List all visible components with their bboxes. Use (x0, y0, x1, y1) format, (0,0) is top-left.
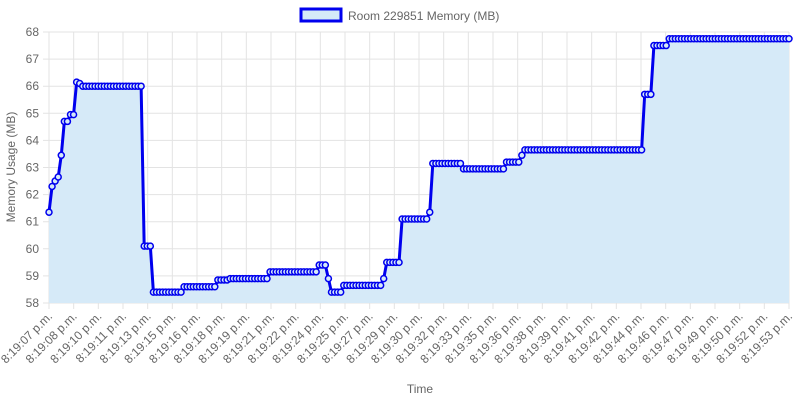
y-tick-label: 58 (26, 296, 40, 310)
data-point[interactable] (647, 90, 655, 99)
data-point[interactable] (426, 208, 434, 216)
data-point[interactable] (515, 158, 523, 166)
y-tick-label: 66 (26, 79, 40, 93)
data-point[interactable] (456, 159, 465, 168)
data-point[interactable] (146, 242, 155, 250)
y-tick-label: 59 (26, 269, 40, 283)
y-tick-label: 62 (26, 188, 40, 202)
data-point[interactable] (376, 281, 385, 290)
y-tick-label: 60 (26, 242, 40, 256)
data-point[interactable] (422, 215, 431, 223)
x-axis: 8:19:07 p.m.8:19:08 p.m.8:19:10 p.m.8:19… (0, 309, 795, 366)
data-point[interactable] (499, 165, 508, 173)
data-point[interactable] (137, 82, 145, 90)
data-point[interactable] (69, 110, 78, 119)
y-axis: 58 59 60 61 62 63 64 65 66 67 68 (26, 25, 40, 310)
legend[interactable]: Room 229851 Memory (MB) (299, 7, 499, 23)
x-axis-title: Time (407, 382, 434, 396)
data-point[interactable] (662, 41, 670, 50)
data-point[interactable] (211, 282, 219, 291)
y-tick-label: 67 (26, 52, 40, 66)
y-tick-label: 64 (26, 133, 40, 147)
data-point[interactable] (45, 208, 53, 216)
y-axis-title: Memory Usage (MB) (4, 112, 18, 223)
data-point[interactable] (518, 151, 526, 160)
y-tick-label: 61 (26, 215, 40, 229)
data-point[interactable] (321, 261, 330, 269)
legend-swatch[interactable] (299, 7, 343, 23)
legend-label[interactable]: Room 229851 Memory (MB) (348, 9, 499, 23)
y-tick-label: 65 (26, 106, 40, 120)
data-point[interactable] (177, 288, 185, 296)
data-point[interactable] (54, 173, 62, 181)
data-point[interactable] (336, 288, 345, 296)
data-point[interactable] (48, 182, 56, 191)
y-tick-label: 63 (26, 161, 40, 175)
data-point[interactable] (395, 258, 403, 267)
data-point[interactable] (57, 151, 66, 160)
y-tick-label: 68 (26, 25, 40, 39)
series-area (49, 38, 789, 304)
data-point[interactable] (263, 274, 271, 283)
data-point[interactable] (379, 274, 388, 283)
data-point[interactable] (785, 35, 793, 43)
data-point[interactable] (312, 268, 320, 276)
area-fill-layer (49, 38, 789, 304)
data-point[interactable] (63, 117, 72, 126)
data-point[interactable] (324, 274, 333, 283)
data-point[interactable] (637, 146, 646, 154)
data-points-layer (45, 35, 793, 296)
